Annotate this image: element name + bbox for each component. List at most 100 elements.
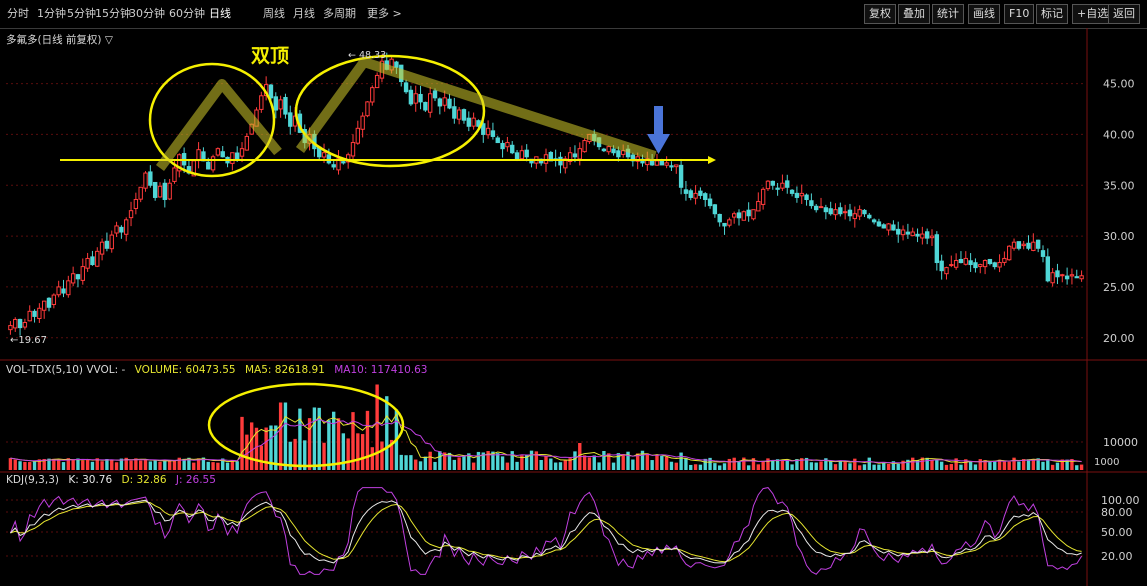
candle-body — [239, 148, 245, 157]
toolbar-button-5[interactable]: 标记 — [1036, 4, 1068, 24]
period-tab-2[interactable]: 5分钟 — [67, 7, 96, 20]
period-tab-6[interactable]: 日线 — [209, 7, 231, 20]
period-tab-0[interactable]: 分时 — [7, 7, 29, 20]
volume-bar — [669, 461, 674, 470]
kdj-panel-title: KDJ(9,3,3) K: 30.76 D: 32.86 J: 26.55 — [6, 474, 216, 486]
kdj-k-line — [10, 499, 1082, 564]
volume-bar — [901, 460, 905, 470]
toolbar-button-3[interactable]: 画线 — [968, 4, 1000, 24]
volume-bar — [264, 427, 268, 470]
low-price-label: ←19.67 — [10, 335, 47, 346]
candle-body — [56, 286, 61, 296]
pattern-annotations — [60, 54, 716, 468]
candle-body — [814, 205, 819, 211]
volume-bar — [756, 464, 760, 470]
candle-body — [85, 257, 90, 269]
candle-body — [37, 307, 42, 320]
volume-ma10-line — [10, 418, 1082, 464]
period-tab-1[interactable]: 1分钟 — [37, 7, 66, 20]
volume-bar — [732, 457, 736, 470]
price-tick-label: 20.00 — [1103, 332, 1135, 345]
volume-bar — [997, 459, 1002, 470]
volume-bar — [332, 411, 336, 470]
candle-body — [741, 211, 747, 221]
volume-bar — [105, 458, 109, 470]
volume-bar — [544, 456, 548, 470]
period-tab-4[interactable]: 30分钟 — [129, 7, 165, 20]
volume-bar — [809, 462, 814, 470]
volume-bar — [843, 460, 847, 470]
volume-bar — [993, 460, 997, 470]
candle-body — [529, 158, 534, 164]
volume-bar — [259, 445, 264, 470]
candle-body — [910, 231, 915, 237]
kdj-j-value: J: 26.55 — [175, 474, 216, 486]
volume-bar — [645, 453, 650, 470]
volume-bar — [925, 457, 929, 470]
period-tab-10[interactable]: 更多 > — [367, 7, 402, 20]
period-tab-7[interactable]: 周线 — [263, 7, 285, 20]
volume-bar — [278, 402, 283, 470]
candle-body — [582, 140, 587, 153]
volume-bar — [201, 457, 206, 470]
candle-body — [389, 58, 394, 71]
volume-bar — [457, 457, 461, 470]
candle-body — [95, 250, 100, 267]
toolbar-button-0[interactable]: 复权 — [864, 4, 896, 24]
volume-bar — [635, 453, 640, 470]
period-tab-9[interactable]: 多周期 — [323, 7, 356, 20]
candle-body — [157, 185, 163, 198]
volume-bar — [56, 459, 61, 470]
volume-bar — [930, 459, 934, 470]
candle-body — [510, 144, 515, 154]
volume-bar — [167, 460, 172, 470]
candle-body — [500, 142, 505, 150]
volume-bar — [848, 463, 852, 470]
toolbar-button-4[interactable]: F10 — [1004, 4, 1035, 24]
period-tab-3[interactable]: 15分钟 — [95, 7, 131, 20]
volume-bar — [597, 462, 601, 470]
candle-body — [1035, 239, 1041, 249]
period-tab-5[interactable]: 60分钟 — [169, 7, 205, 20]
toolbar-button-2[interactable]: 统计 — [932, 4, 964, 24]
volume-bar — [896, 463, 900, 470]
candle-body — [722, 222, 727, 227]
volume-bar — [515, 461, 519, 470]
candle-body — [601, 148, 607, 152]
volume-bar — [973, 464, 978, 470]
volume-bar — [520, 455, 524, 470]
main-panel-title[interactable]: 多氟多(日线 前复权) ▽ — [6, 34, 113, 46]
volume-bar — [1065, 459, 1069, 470]
candle-body — [616, 150, 621, 158]
candle-body — [268, 84, 274, 99]
volume-bar — [327, 420, 331, 470]
first-top-trend-band — [155, 79, 282, 171]
candle-body — [756, 201, 761, 212]
volume-bar — [674, 462, 678, 470]
candle-body — [418, 93, 423, 103]
candle-body — [1050, 272, 1055, 284]
candle-body — [828, 208, 833, 215]
kdj-indicator-name[interactable]: KDJ(9,3,3) — [6, 474, 59, 486]
volume-bar — [467, 453, 471, 470]
candle-body — [476, 120, 481, 127]
toolbar-button-1[interactable]: 叠加 — [898, 4, 930, 24]
vol-indicator-name[interactable]: VOL-TDX(5,10) VVOL: - — [6, 364, 126, 376]
period-tab-8[interactable]: 月线 — [293, 7, 315, 20]
candle-body — [124, 219, 129, 235]
candle-body — [259, 95, 264, 110]
toolbar-button-7[interactable]: 返回 — [1108, 4, 1140, 24]
toolbar-button-6[interactable]: +自选 — [1072, 4, 1114, 24]
volume-bar — [1021, 459, 1026, 470]
candle-body — [408, 89, 414, 105]
candle-body — [760, 188, 766, 205]
candle-body — [558, 156, 563, 166]
candle-body — [920, 233, 925, 239]
candle-body — [775, 187, 780, 190]
candle-body — [341, 161, 346, 164]
volume-bar — [727, 458, 732, 470]
volume-bar — [684, 457, 688, 470]
volume-bar — [891, 461, 896, 470]
volume-bar — [8, 458, 13, 470]
